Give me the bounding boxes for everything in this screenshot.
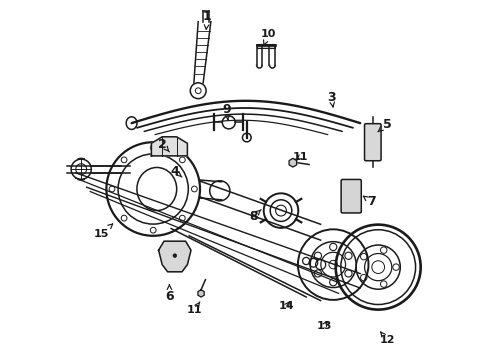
Text: 1: 1 [203,10,212,29]
Polygon shape [151,137,187,156]
Polygon shape [159,241,191,272]
Text: 14: 14 [279,301,294,311]
Text: 8: 8 [250,210,261,222]
Polygon shape [289,158,296,167]
Bar [257,44,275,48]
Text: 12: 12 [379,332,395,345]
Text: 15: 15 [93,224,113,239]
Text: 11: 11 [187,302,202,315]
FancyBboxPatch shape [341,180,361,213]
Text: 7: 7 [363,195,375,208]
Text: 2: 2 [158,138,170,152]
Circle shape [173,254,176,257]
Text: 3: 3 [327,91,336,107]
Text: 5: 5 [378,118,392,132]
Text: 10: 10 [261,29,276,45]
Text: 9: 9 [222,103,231,120]
Polygon shape [198,290,204,297]
Text: 13: 13 [317,321,332,331]
Text: 11: 11 [293,152,309,162]
Text: 4: 4 [171,165,182,177]
FancyBboxPatch shape [365,124,381,161]
Text: 6: 6 [165,285,174,303]
